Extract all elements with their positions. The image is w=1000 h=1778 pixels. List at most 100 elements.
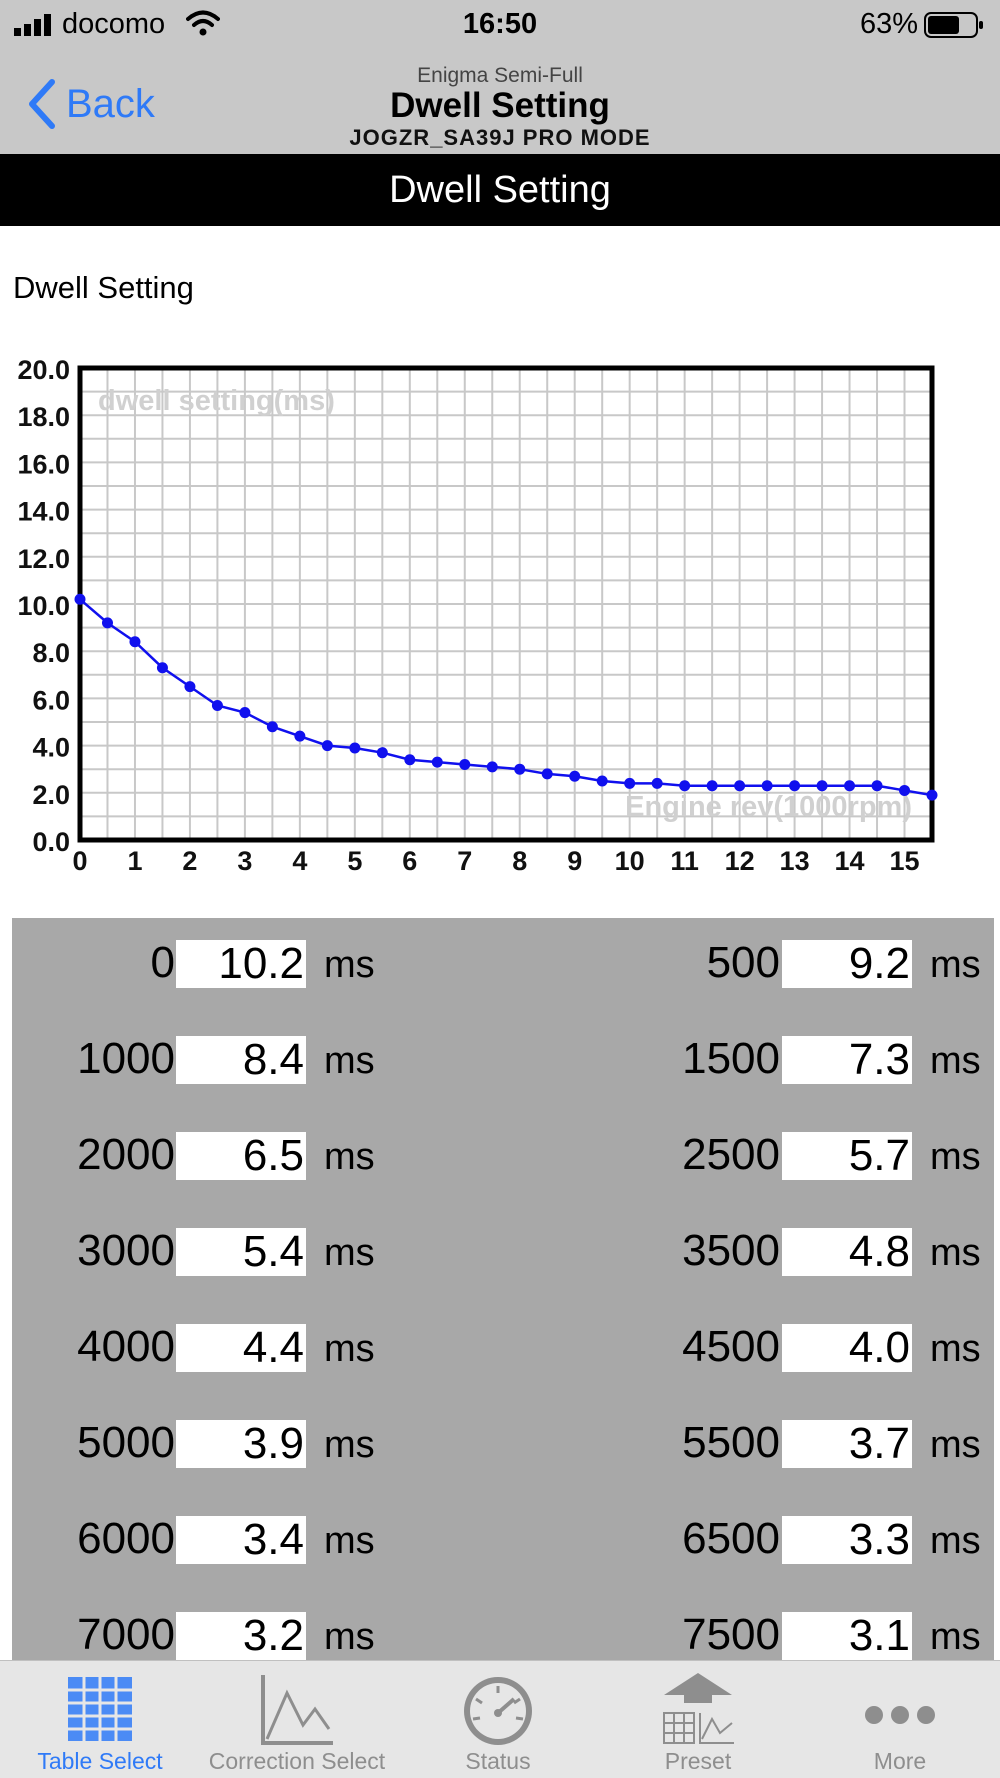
clock: 16:50 xyxy=(462,8,538,40)
x-tick-label: 2 xyxy=(182,846,197,876)
data-point xyxy=(211,699,223,711)
section-banner: Dwell Setting xyxy=(0,154,1000,226)
unit-label: ms xyxy=(324,1232,375,1274)
battery-percentage: 63% xyxy=(859,8,918,40)
dwell-value-field[interactable]: 5.7 xyxy=(782,1132,912,1180)
mode-label: JOGZR_SA39J PRO MODE xyxy=(349,125,651,150)
y-tick-label: 12.0 xyxy=(17,544,70,574)
data-point xyxy=(376,747,388,759)
rpm-label: 3000 xyxy=(77,1226,175,1275)
data-point xyxy=(239,707,251,719)
tab-table-select[interactable]: Table Select xyxy=(0,1661,200,1778)
unit-label: ms xyxy=(930,1520,981,1562)
rpm-label: 2000 xyxy=(77,1130,175,1179)
y-tick-label: 8.0 xyxy=(32,638,70,668)
series-line xyxy=(79,598,933,797)
x-axis-title: Engine rev(1000rpm) xyxy=(625,791,912,823)
dwell-value-field[interactable]: 3.2 xyxy=(176,1612,306,1660)
x-tick-label: 1 xyxy=(127,846,142,876)
x-tick-label: 5 xyxy=(347,846,362,876)
rpm-label: 4500 xyxy=(682,1322,780,1371)
unit-label: ms xyxy=(324,1424,375,1466)
line-chart-icon xyxy=(261,1675,333,1745)
x-tick-label: 11 xyxy=(670,846,699,876)
x-tick-label: 14 xyxy=(835,846,865,876)
data-point xyxy=(156,662,168,674)
unit-label: ms xyxy=(324,1040,375,1082)
dwell-value-field[interactable]: 9.2 xyxy=(782,940,912,988)
rpm-label: 6500 xyxy=(682,1514,780,1563)
dwell-value-field[interactable]: 10.2 xyxy=(176,940,306,988)
y-tick-label: 14.0 xyxy=(17,497,70,527)
rpm-label: 0 xyxy=(150,938,175,987)
unit-label: ms xyxy=(930,1136,981,1178)
unit-label: ms xyxy=(930,1040,981,1082)
x-tick-label: 6 xyxy=(402,846,417,876)
data-point xyxy=(706,780,718,792)
dwell-value-field[interactable]: 3.9 xyxy=(176,1420,306,1468)
x-tick-label: 4 xyxy=(292,846,307,876)
data-point xyxy=(899,784,911,796)
data-point xyxy=(816,780,828,792)
dwell-value-field[interactable]: 3.3 xyxy=(782,1516,912,1564)
data-point xyxy=(734,780,746,792)
x-tick-label: 7 xyxy=(457,846,472,876)
dwell-value-field[interactable]: 3.4 xyxy=(176,1516,306,1564)
preset-upload-icon xyxy=(663,1673,734,1744)
dwell-value-field[interactable]: 5.4 xyxy=(176,1228,306,1276)
tab-bar: Table Select Correction Select Status xyxy=(0,1660,1000,1778)
unit-label: ms xyxy=(324,1520,375,1562)
table-row: 2000 6.5 ms 2500 5.7 ms xyxy=(12,1110,994,1206)
dwell-value-field[interactable]: 7.3 xyxy=(782,1036,912,1084)
dwell-value-field[interactable]: 4.0 xyxy=(782,1324,912,1372)
x-tick-label: 9 xyxy=(567,846,582,876)
unit-label: ms xyxy=(324,944,375,986)
unit-label: ms xyxy=(930,1424,981,1466)
chart-grid xyxy=(80,368,932,840)
tab-label: Correction Select xyxy=(208,1748,386,1774)
rpm-label: 1500 xyxy=(682,1034,780,1083)
x-tick-label: 8 xyxy=(512,846,527,876)
navigation-bar: Back Enigma Semi-Full Dwell Setting JOGZ… xyxy=(0,50,1000,154)
data-point xyxy=(184,681,196,693)
data-point xyxy=(651,777,663,789)
data-point xyxy=(624,777,636,789)
dwell-value-field[interactable]: 6.5 xyxy=(176,1132,306,1180)
x-tick-label: 15 xyxy=(889,846,919,876)
data-point xyxy=(679,780,691,792)
data-point xyxy=(569,770,581,782)
rpm-label: 5500 xyxy=(682,1418,780,1467)
data-point xyxy=(926,789,938,801)
carrier-name: docomo xyxy=(62,8,166,40)
tab-status[interactable]: Status xyxy=(398,1661,598,1778)
dwell-value-field[interactable]: 3.1 xyxy=(782,1612,912,1660)
table-row: 5000 3.9 ms 5500 3.7 ms xyxy=(12,1398,994,1494)
rpm-label: 7500 xyxy=(682,1610,780,1659)
dwell-chart: dwell setting(ms) Engine rev(1000rpm) 0.0 2… xyxy=(17,355,938,876)
dwell-value-field[interactable]: 4.4 xyxy=(176,1324,306,1372)
tab-correction-select[interactable]: Correction Select xyxy=(197,1661,397,1778)
dwell-value-field[interactable]: 4.8 xyxy=(782,1228,912,1276)
y-axis-title: dwell setting(ms) xyxy=(98,385,335,417)
rpm-label: 5000 xyxy=(77,1418,175,1467)
data-point xyxy=(349,742,361,754)
dwell-value-field[interactable]: 8.4 xyxy=(176,1036,306,1084)
tab-more[interactable]: More xyxy=(800,1661,1000,1778)
y-tick-label: 4.0 xyxy=(32,733,70,763)
data-point xyxy=(486,761,498,773)
dwell-table: 0 10.2 ms 500 9.2 ms 1000 8.4 ms 1500 7.3 ms 2000 6.5… xyxy=(12,918,994,1660)
dwell-value-field[interactable]: 3.7 xyxy=(782,1420,912,1468)
back-button[interactable]: Back xyxy=(26,76,155,132)
unit-label: ms xyxy=(324,1136,375,1178)
table-row: 4000 4.4 ms 4500 4.0 ms xyxy=(12,1302,994,1398)
wifi-icon xyxy=(186,10,220,36)
y-tick-label: 16.0 xyxy=(17,449,70,479)
rpm-label: 3500 xyxy=(682,1226,780,1275)
gauge-icon xyxy=(464,1677,532,1745)
tab-label: More xyxy=(873,1748,927,1774)
rpm-label: 500 xyxy=(706,938,780,987)
back-label: Back xyxy=(66,81,155,126)
tab-preset[interactable]: Preset xyxy=(598,1661,798,1778)
status-bar: docomo 16:50 63% xyxy=(0,0,1000,50)
y-tick-label: 2.0 xyxy=(32,780,70,810)
